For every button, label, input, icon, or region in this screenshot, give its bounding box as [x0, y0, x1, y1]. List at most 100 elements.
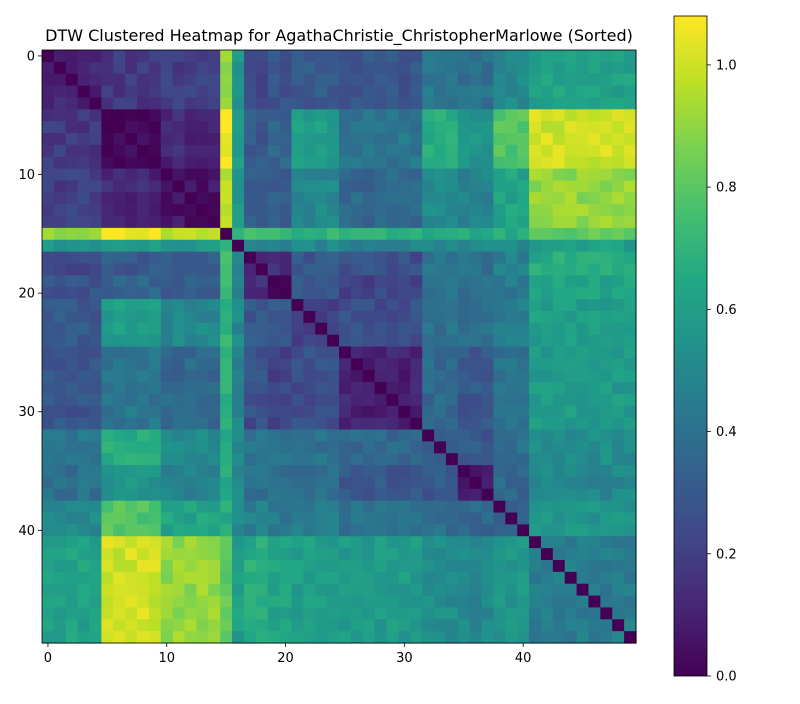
heatmap-cell	[315, 121, 328, 134]
heatmap-cell	[517, 121, 530, 134]
heatmap-cell	[540, 358, 554, 371]
heatmap-cell	[232, 216, 245, 229]
heatmap-cell	[184, 358, 198, 371]
heatmap-cell	[255, 607, 269, 620]
heatmap-cell	[445, 358, 459, 371]
heatmap-cell	[65, 275, 79, 288]
heatmap-cell	[552, 453, 566, 466]
heatmap-cell	[243, 465, 257, 478]
heatmap-cell	[564, 429, 578, 442]
heatmap-cell	[434, 334, 447, 348]
heatmap-cell	[374, 97, 388, 110]
heatmap-cell	[386, 121, 399, 134]
heatmap-cell	[445, 168, 459, 182]
heatmap-cell	[125, 559, 138, 573]
heatmap-cell	[505, 358, 518, 371]
heatmap-cell	[77, 204, 91, 217]
heatmap-cell	[564, 559, 578, 573]
heatmap-cell	[493, 393, 506, 407]
heatmap-cell	[422, 465, 435, 478]
heatmap-cell	[208, 227, 221, 241]
heatmap-cell	[624, 156, 637, 170]
heatmap-cell	[434, 121, 447, 134]
heatmap-cell	[65, 536, 79, 549]
heatmap-cell	[267, 382, 281, 395]
heatmap-cell	[445, 287, 459, 300]
heatmap-cell	[398, 512, 411, 525]
heatmap-cell	[362, 109, 376, 122]
heatmap-cell	[125, 595, 138, 609]
heatmap-cell	[564, 583, 578, 597]
heatmap-cell	[77, 559, 91, 573]
heatmap-cell	[279, 239, 293, 253]
heatmap-cell	[469, 263, 483, 276]
heatmap-cell	[624, 548, 637, 561]
heatmap-cell	[588, 370, 601, 383]
heatmap-cell	[53, 263, 67, 276]
heatmap-cell	[374, 299, 388, 312]
chart-title: DTW Clustered Heatmap for AgathaChristie…	[45, 26, 633, 46]
heatmap-cell	[160, 583, 174, 597]
heatmap-cell	[552, 121, 566, 134]
heatmap-cell	[564, 382, 578, 395]
heatmap-cell	[552, 393, 566, 407]
heatmap-cell	[469, 133, 483, 146]
heatmap-cell	[362, 583, 376, 597]
heatmap-cell	[386, 346, 399, 359]
heatmap-cell	[196, 631, 209, 644]
heatmap-cell	[160, 417, 174, 431]
heatmap-cell	[339, 334, 352, 348]
heatmap-cell	[422, 97, 435, 110]
heatmap-cell	[196, 405, 209, 419]
heatmap-cell	[493, 453, 506, 466]
heatmap-cell	[303, 73, 316, 87]
heatmap-cell	[220, 97, 233, 110]
heatmap-cell	[529, 334, 542, 348]
heatmap-cell	[493, 61, 506, 75]
heatmap-cell	[137, 168, 150, 182]
heatmap-cell	[457, 227, 471, 241]
heatmap-cell	[208, 109, 221, 122]
heatmap-cell	[529, 61, 542, 75]
heatmap-cell	[267, 216, 281, 229]
heatmap-cell	[125, 631, 138, 644]
heatmap-cell	[552, 346, 566, 359]
heatmap-cell	[232, 133, 245, 146]
heatmap-cell	[600, 536, 613, 549]
heatmap-cell	[481, 227, 495, 241]
heatmap-cell	[422, 239, 435, 253]
heatmap-cell	[398, 405, 411, 419]
heatmap-cell	[374, 429, 388, 442]
heatmap-cell	[422, 429, 435, 442]
heatmap-cell	[505, 204, 518, 217]
heatmap-cell	[232, 61, 245, 75]
heatmap-cell	[434, 287, 447, 300]
heatmap-cell	[362, 73, 376, 87]
heatmap-cell	[291, 524, 304, 537]
heatmap-cell	[362, 453, 376, 466]
heatmap-cell	[552, 382, 566, 395]
heatmap-cell	[564, 310, 578, 324]
heatmap-cell	[267, 512, 281, 525]
heatmap-cell	[505, 583, 518, 597]
heatmap-cell	[457, 536, 471, 549]
heatmap-cell	[327, 512, 340, 525]
heatmap-cell	[517, 322, 530, 336]
heatmap-cell	[469, 595, 483, 609]
heatmap-cell	[243, 393, 257, 407]
heatmap-cell	[362, 263, 376, 276]
heatmap-cell	[208, 382, 221, 395]
heatmap-cell	[113, 97, 126, 110]
heatmap-cell	[517, 417, 530, 431]
heatmap-cell	[576, 488, 590, 502]
heatmap-cell	[327, 287, 340, 300]
heatmap-cell	[89, 334, 102, 348]
heatmap-cell	[101, 263, 114, 276]
x-tick-label: 40	[515, 651, 532, 666]
heatmap-cell	[172, 156, 186, 170]
heatmap-cell	[374, 417, 388, 431]
heatmap-cell	[445, 204, 459, 217]
heatmap-cell	[303, 275, 316, 288]
heatmap-cell	[493, 275, 506, 288]
colorbar-tick-label: 0.2	[716, 547, 737, 562]
